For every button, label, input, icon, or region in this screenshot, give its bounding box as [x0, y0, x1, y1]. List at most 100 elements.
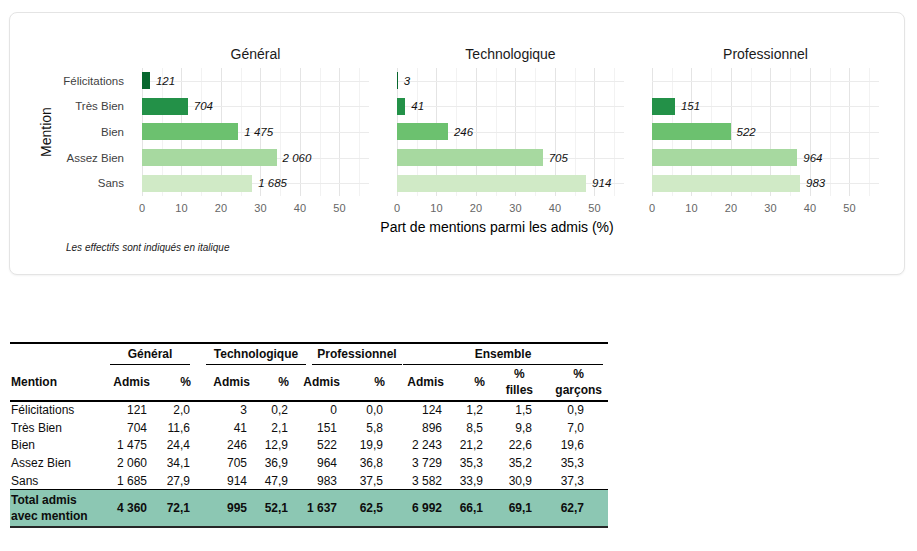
value-cell: 33,9	[444, 472, 486, 490]
bar-value-label: 983	[806, 177, 825, 189]
total-value-cell: 66,1	[444, 490, 486, 527]
x-tick-label: 30	[254, 202, 266, 214]
x-tick-label: 50	[843, 202, 855, 214]
total-value-cell: 52,1	[250, 490, 290, 527]
x-axis-title: Part de mentions parmi les admis (%)	[380, 219, 613, 235]
x-tick-label: 40	[294, 202, 306, 214]
chart-caption: Les effectifs sont indiqués en italique	[66, 242, 229, 253]
bar-row: 1 685	[142, 170, 439, 196]
total-value-cell: 62,5	[340, 490, 386, 527]
bar-row: 704	[142, 94, 439, 120]
x-tick-label: 30	[764, 202, 776, 214]
bar-value-label: 3	[404, 75, 410, 87]
bar-value-label: 522	[737, 126, 756, 138]
x-tick-label: 20	[725, 202, 737, 214]
facet-panel: 341246705914	[397, 68, 624, 196]
bar	[397, 175, 586, 192]
value-cell: 7,0	[536, 419, 608, 437]
value-cell: 5,8	[340, 419, 386, 437]
value-cell: 0,9	[536, 401, 608, 419]
mention-cell: Assez Bien	[10, 454, 100, 472]
bar	[652, 175, 800, 192]
bar-row: 246	[397, 119, 694, 145]
x-axis-ticks: 01020304050	[142, 202, 369, 216]
value-cell: 1,2	[444, 401, 486, 419]
bar-value-label: 704	[194, 100, 213, 112]
value-cell: 0,0	[340, 401, 386, 419]
value-cell: 9,8	[486, 419, 536, 437]
x-axis-ticks: 01020304050	[397, 202, 624, 216]
table-row: Assez Bien2 06034,170536,996436,83 72935…	[10, 454, 608, 472]
column-header: % garçons	[536, 366, 608, 401]
value-cell: 19,9	[340, 437, 386, 455]
table-group-header-row: GénéralTechnologiqueProfessionnelEnsembl…	[10, 343, 608, 366]
x-tick-label: 20	[215, 202, 227, 214]
value-cell: 36,8	[340, 454, 386, 472]
value-cell: 3 729	[386, 454, 444, 472]
bar-row: 705	[397, 145, 694, 171]
column-header: Admis	[100, 366, 150, 401]
value-cell: 1,5	[486, 401, 536, 419]
group-header-label: Technologique	[206, 345, 306, 365]
bar	[142, 175, 252, 192]
value-cell: 124	[386, 401, 444, 419]
bar	[652, 123, 731, 140]
value-cell: 896	[386, 419, 444, 437]
total-label-text: Total admis avec mention	[11, 492, 97, 524]
column-header: %	[444, 366, 486, 401]
value-cell: 0	[290, 401, 340, 419]
mentions-bar-chart: MentionFélicitationsTrès BienBienAssez B…	[9, 12, 905, 275]
value-cell: 705	[192, 454, 250, 472]
bar-row: 121	[142, 68, 439, 94]
bar-value-label: 1 475	[244, 126, 273, 138]
group-header-label: Général	[110, 345, 190, 365]
bar	[142, 98, 188, 115]
bar-row	[652, 68, 917, 94]
value-cell: 30,9	[486, 472, 536, 490]
value-cell: 914	[192, 472, 250, 490]
column-header: %	[340, 366, 386, 401]
bar-row: 522	[652, 119, 917, 145]
value-cell: 36,9	[250, 454, 290, 472]
total-value-cell: 62,7	[536, 490, 608, 527]
facet-title: Technologique	[465, 46, 555, 62]
value-cell: 522	[290, 437, 340, 455]
bar-row: 2 060	[142, 145, 439, 171]
bar	[397, 98, 405, 115]
value-cell: 983	[290, 472, 340, 490]
x-tick-label: 0	[394, 202, 400, 214]
x-tick-label: 10	[175, 202, 187, 214]
bar-value-label: 1 685	[258, 177, 287, 189]
bar	[397, 149, 543, 166]
value-cell: 27,9	[150, 472, 192, 490]
bar-row: 983	[652, 170, 917, 196]
x-tick-label: 40	[804, 202, 816, 214]
value-cell: 34,1	[150, 454, 192, 472]
bar	[652, 149, 797, 166]
total-value-cell: 995	[192, 490, 250, 527]
bar-row: 914	[397, 170, 694, 196]
column-header: Admis	[192, 366, 250, 401]
table-total-row: Total admis avec mention4 36072,199552,1…	[10, 490, 608, 527]
value-cell: 121	[100, 401, 150, 419]
column-header: Admis	[290, 366, 340, 401]
y-category-label: Assez Bien	[10, 145, 124, 171]
bar	[142, 149, 277, 166]
value-cell: 11,6	[150, 419, 192, 437]
y-axis-labels: FélicitationsTrès BienBienAssez BienSans	[10, 68, 124, 196]
bar-row: 1 475	[142, 119, 439, 145]
group-header: Ensemble	[386, 343, 608, 366]
bar-value-label: 151	[681, 100, 700, 112]
bar-row: 151	[652, 94, 917, 120]
column-header: %	[150, 366, 192, 401]
value-cell: 2 243	[386, 437, 444, 455]
total-value-cell: 72,1	[150, 490, 192, 527]
value-cell: 0,2	[250, 401, 290, 419]
y-category-label: Félicitations	[10, 68, 124, 94]
value-cell: 37,3	[536, 472, 608, 490]
bar	[142, 123, 238, 140]
value-cell: 3	[192, 401, 250, 419]
facet-title: Professionnel	[723, 46, 808, 62]
facet-panel: 151522964983	[652, 68, 879, 196]
y-category-label: Sans	[10, 170, 124, 196]
